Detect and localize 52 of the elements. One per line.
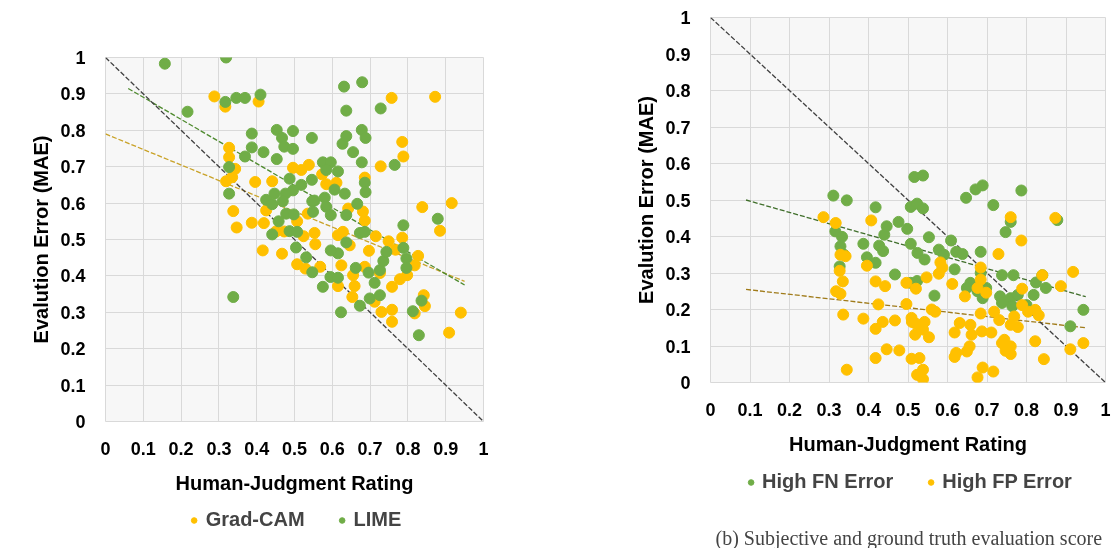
y-tick-label: 0.8 bbox=[665, 81, 691, 101]
x-tick-label: 0.5 bbox=[895, 399, 921, 420]
x-tick-label: 0.8 bbox=[395, 438, 421, 459]
legend-label: Grad-CAM bbox=[205, 508, 305, 531]
y-tick-label: 0.9 bbox=[665, 44, 691, 65]
y-tick-label: 0.1 bbox=[665, 336, 691, 357]
y-tick-label: 0.8 bbox=[60, 120, 86, 141]
y-axis-title: Evalution Error (MAE) bbox=[30, 135, 53, 344]
x-tick-label: 0.6 bbox=[319, 438, 345, 459]
x-axis-title: Human-Judgment Rating bbox=[175, 471, 414, 494]
legend-label: LIME bbox=[353, 508, 402, 531]
y-tick-label: 0.6 bbox=[60, 193, 86, 214]
x-tick-label: 0.6 bbox=[934, 399, 961, 420]
x-tick-label: 0.1 bbox=[737, 399, 763, 420]
y-tick-label: 0.5 bbox=[665, 190, 691, 211]
legend-label: High FN Error bbox=[762, 470, 894, 493]
x-tick-label: 0.2 bbox=[168, 438, 194, 459]
y-axis-title: Evalution Error (MAE) bbox=[635, 96, 658, 304]
y-tick-label: 0.3 bbox=[665, 263, 691, 284]
y-tick-label: 0.2 bbox=[665, 300, 691, 320]
y-tick-label: 0.5 bbox=[60, 230, 86, 250]
x-tick-label: 0 bbox=[100, 438, 111, 459]
x-tick-label: 0.1 bbox=[130, 438, 156, 459]
x-tick-label: 0.7 bbox=[357, 438, 383, 459]
y-tick-label: 1 bbox=[680, 8, 691, 28]
x-tick-label: 0.5 bbox=[281, 438, 308, 459]
x-axis-title: Human-Judgment Rating bbox=[789, 432, 1027, 455]
x-tick-label: 0.9 bbox=[433, 438, 459, 459]
x-tick-label: 0.4 bbox=[244, 438, 270, 459]
y-tick-label: 0.2 bbox=[60, 339, 86, 360]
x-tick-label: 0.2 bbox=[776, 399, 803, 420]
legend-label: High FP Error bbox=[942, 470, 1072, 493]
y-tick-label: 0.7 bbox=[60, 157, 86, 178]
y-tick-label: 0 bbox=[680, 373, 691, 393]
y-tick-label: 0.3 bbox=[60, 302, 86, 323]
x-tick-label: 1 bbox=[478, 438, 489, 459]
y-tick-label: 0.9 bbox=[60, 84, 86, 105]
y-tick-label: 0.7 bbox=[665, 117, 691, 138]
x-tick-label: 0.3 bbox=[816, 399, 842, 420]
y-tick-label: 0.6 bbox=[665, 154, 691, 174]
x-tick-label: 1 bbox=[1100, 399, 1111, 420]
x-tick-label: 0.7 bbox=[974, 399, 1000, 420]
y-tick-label: 0.4 bbox=[60, 266, 86, 287]
y-tick-label: 1 bbox=[75, 48, 86, 68]
x-tick-label: 0.3 bbox=[206, 438, 232, 459]
text: (b) Subjective and ground truth evaluation score bbox=[715, 526, 1103, 548]
y-tick-label: 0.4 bbox=[665, 227, 691, 247]
x-tick-label: 0.8 bbox=[1013, 399, 1040, 420]
x-tick-label: 0.9 bbox=[1053, 399, 1079, 420]
x-tick-label: 0.4 bbox=[855, 399, 882, 420]
y-tick-label: 0.1 bbox=[60, 375, 86, 396]
x-tick-label: 0 bbox=[705, 399, 716, 420]
